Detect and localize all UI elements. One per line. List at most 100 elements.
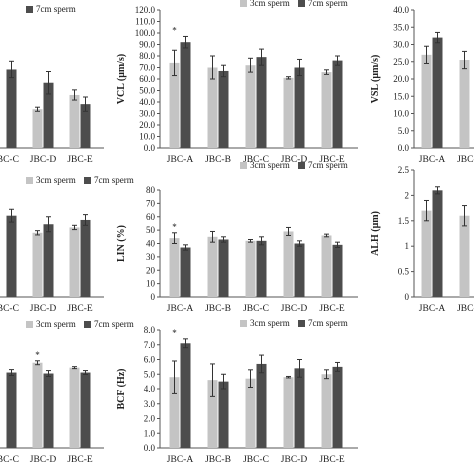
error-bar <box>72 224 77 231</box>
category-label: JBC-B <box>205 155 231 165</box>
error-bar <box>324 69 329 75</box>
y-tick-label: 30.0 <box>139 109 155 119</box>
error-bar <box>172 232 177 244</box>
category-label: JBC-E <box>67 304 93 314</box>
error-bar <box>248 238 253 243</box>
legend-swatch-7cm <box>26 6 33 13</box>
error-bar <box>46 71 51 95</box>
error-bar <box>286 375 291 379</box>
error-bar <box>435 31 440 44</box>
y-tick-label: 0.0 <box>144 443 156 453</box>
bar-7cm <box>256 240 267 297</box>
y-tick-label: 5.0 <box>398 126 410 136</box>
category-label: JBC-C <box>243 455 269 465</box>
y-tick-label: 100.0 <box>135 28 156 38</box>
error-bar <box>183 244 188 251</box>
y-tick-label: 10 <box>146 279 156 289</box>
error-bar <box>335 55 340 66</box>
error-bar <box>221 64 226 78</box>
y-tick-label: 0.5 <box>398 267 410 277</box>
legend-swatch-7cm <box>298 320 305 327</box>
bar-7cm <box>256 57 267 148</box>
y-tick-label: 50.0 <box>139 86 155 96</box>
bar-3cm <box>321 72 332 148</box>
y-axis-label: LIN (%) <box>116 225 127 262</box>
bar-7cm <box>332 60 343 148</box>
bar-7cm <box>80 219 91 297</box>
bar-7cm <box>43 82 54 148</box>
y-tick-label: 0 <box>405 292 410 302</box>
legend-swatch-7cm <box>298 162 305 169</box>
y-tick-label: 50 <box>146 225 156 235</box>
bar-7cm <box>6 372 17 448</box>
y-tick-label: 35.0 <box>393 22 409 32</box>
bar-3cm <box>283 77 294 148</box>
y-tick-label: 60 <box>146 212 156 222</box>
error-bar <box>324 369 329 380</box>
category-label: JBC-D <box>281 455 308 465</box>
error-bar <box>183 35 188 49</box>
legend-label-3cm: 3cm sperm <box>250 160 290 170</box>
error-bar <box>83 214 88 226</box>
bar-7cm <box>180 42 191 149</box>
y-tick-label: 5.0 <box>144 369 156 379</box>
legend: 3cm sperm 7cm sperm <box>240 318 348 328</box>
bar-3cm <box>459 215 470 297</box>
error-bar <box>335 241 340 249</box>
y-tick-label: 0.0 <box>144 143 156 153</box>
error-bar <box>72 89 77 101</box>
bar-7cm <box>432 190 443 297</box>
legend-top-left: 7cm sperm <box>26 4 76 14</box>
bar-3cm <box>169 238 180 297</box>
bar-3cm <box>69 94 80 148</box>
y-tick-label: 20.0 <box>393 74 409 84</box>
category-label: JBC-C <box>243 304 269 314</box>
category-label: JBC-D <box>30 155 57 165</box>
bar-3cm <box>207 236 218 297</box>
error-bar <box>259 48 264 66</box>
error-bar <box>424 199 429 222</box>
error-bar <box>248 369 253 389</box>
error-bar <box>297 240 302 247</box>
bar-7cm <box>218 381 229 448</box>
error-bar <box>324 233 329 238</box>
legend-label-7cm: 7cm sperm <box>94 175 134 185</box>
error-bar <box>259 236 264 246</box>
y-tick-label: 40.0 <box>139 97 155 107</box>
error-bar <box>297 58 302 77</box>
legend-swatch-7cm <box>84 321 91 328</box>
category-label: JBC-E <box>319 455 345 465</box>
y-axis-label: VSL (μm/s) <box>370 55 381 104</box>
bar-7cm <box>332 244 343 297</box>
bar-3cm <box>69 367 80 448</box>
y-tick-label: 2.0 <box>144 414 156 424</box>
category-label: JBC-D <box>30 455 57 465</box>
bar-7cm <box>180 247 191 297</box>
bar-3cm <box>207 380 218 448</box>
y-tick-label: 20.0 <box>139 120 155 130</box>
chart-VCL: 0.010.0 20.030.0 40.050.0 60.070.0 80.090.0 1… <box>116 0 358 165</box>
legend: 3cm sperm 7cm sperm <box>26 319 134 329</box>
error-bar <box>83 370 88 375</box>
error-bar <box>297 359 302 378</box>
bar-7cm <box>294 368 305 448</box>
error-bar <box>35 360 40 366</box>
y-axis-label: VCL (μm/s) <box>116 54 127 104</box>
chart-mid-left: JBC-C JBC-D JBC-E 3cm sperm 7cm sperm <box>0 175 134 314</box>
y-tick-label: 80 <box>146 185 156 195</box>
legend-label-7cm: 7cm sperm <box>308 0 348 8</box>
y-tick-label: 60.0 <box>139 74 155 84</box>
category-label: JBC-A <box>167 304 194 314</box>
y-axis-label: ALH (μm) <box>370 211 381 256</box>
y-tick-label: 70.0 <box>139 63 155 73</box>
category-label: JBC-A <box>419 155 446 165</box>
error-bar <box>46 216 51 233</box>
error-bar <box>210 230 215 243</box>
y-tick-label: 25.0 <box>393 57 409 67</box>
significance-mark: * <box>172 25 177 35</box>
bar-3cm <box>283 377 294 448</box>
y-tick-label: 90.0 <box>139 40 155 50</box>
error-bar <box>172 49 177 77</box>
chart-LIN: 0 10 20 30 40 50 60 70 80 LIN (%) JBC-A * JBC-B JBC-C… <box>116 160 358 314</box>
